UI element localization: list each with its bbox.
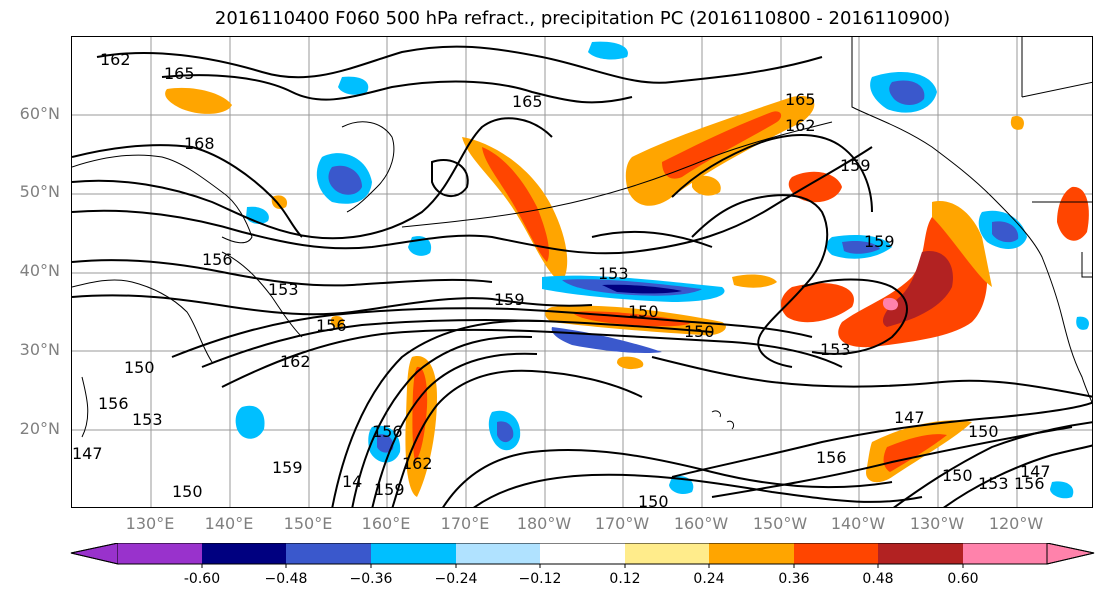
colorbar bbox=[70, 543, 1095, 568]
contour-label-156d: 156 bbox=[816, 448, 847, 467]
contour-label-147b: 147 bbox=[894, 408, 925, 427]
contour-label-150e: 150 bbox=[942, 466, 973, 485]
contour-label-150f: 150 bbox=[638, 492, 669, 508]
contour-label-159d: 159 bbox=[272, 458, 303, 477]
colorbar-seg-5 bbox=[456, 543, 540, 564]
contour-label-14: 14 bbox=[342, 472, 362, 491]
contour-label-159c: 159 bbox=[494, 290, 525, 309]
contour-label-159b: 159 bbox=[864, 232, 895, 251]
coastlines bbox=[72, 37, 1092, 438]
contour-label-156f: 156 bbox=[372, 422, 403, 441]
contour-label-150a: 150 bbox=[628, 302, 659, 321]
lon-label-160e: 160°E bbox=[361, 514, 411, 533]
contour-label-159e: 159 bbox=[374, 480, 405, 499]
lon-label-130e: 130°E bbox=[125, 514, 175, 533]
colorbar-seg-11 bbox=[963, 543, 1047, 564]
lon-label-170e: 170°E bbox=[440, 514, 490, 533]
contour-label-153e: 153 bbox=[978, 474, 1009, 493]
contour-label-153b: 153 bbox=[598, 264, 629, 283]
lon-label-150e: 150°E bbox=[283, 514, 333, 533]
contour-label-150d: 150 bbox=[968, 422, 999, 441]
contour-label-153a: 153 bbox=[268, 280, 299, 299]
contour-label-156a: 156 bbox=[202, 250, 233, 269]
contour-label-156c: 156 bbox=[98, 394, 129, 413]
contour-label-165c: 165 bbox=[785, 90, 816, 109]
lon-label-150w: 150°W bbox=[752, 514, 808, 533]
colorbar-seg-10 bbox=[878, 543, 963, 564]
map-canvas: 162 165 168 165 165 162 159 159 156 153 … bbox=[72, 37, 1092, 508]
lat-label-20n: 20°N bbox=[19, 419, 60, 438]
contour-label-147c: 147 bbox=[1020, 462, 1051, 481]
colorbar-tick-7: 0.24 bbox=[693, 571, 725, 587]
lon-label-120w: 120°W bbox=[988, 514, 1044, 533]
colorbar-seg-8 bbox=[709, 543, 794, 564]
graticule bbox=[72, 37, 1092, 507]
contour-label-165b: 165 bbox=[512, 92, 543, 111]
lon-label-130w: 130°W bbox=[909, 514, 965, 533]
colorbar-seg-3 bbox=[286, 543, 371, 564]
lat-label-30n: 30°N bbox=[19, 340, 60, 359]
lon-label-140e: 140°E bbox=[204, 514, 254, 533]
contour-label-156e: 156 bbox=[1014, 474, 1045, 493]
colorbar-tick-3: −0.36 bbox=[349, 571, 393, 587]
contour-label-150g: 150 bbox=[172, 482, 203, 501]
colorbar-seg-6 bbox=[540, 543, 625, 564]
contour-label-165a: 165 bbox=[164, 64, 195, 83]
lat-label-50n: 50°N bbox=[19, 182, 60, 201]
map-title: 2016110400 F060 500 hPa refract., precip… bbox=[214, 8, 951, 29]
colorbar-seg-1 bbox=[118, 543, 202, 564]
lat-label-40n: 40°N bbox=[19, 261, 60, 280]
contour-label-150c: 150 bbox=[124, 358, 155, 377]
contour-label-153c: 153 bbox=[820, 340, 851, 359]
colorbar-right-arrow bbox=[1046, 543, 1095, 565]
colorbar-tick-6: 0.12 bbox=[609, 571, 641, 587]
map-panel: 162 165 168 165 165 162 159 159 156 153 … bbox=[71, 36, 1093, 508]
contour-label-162b: 162 bbox=[785, 116, 816, 135]
colorbar-tick-1: -0.60 bbox=[183, 571, 221, 587]
colorbar-tick-8: 0.36 bbox=[778, 571, 810, 587]
contour-label-168: 168 bbox=[184, 134, 215, 153]
colorbar-left-arrow bbox=[70, 543, 119, 565]
lon-label-180w: 180°W bbox=[516, 514, 572, 533]
contour-label-162c: 162 bbox=[280, 352, 311, 371]
colorbar-seg-2 bbox=[202, 543, 286, 564]
contour-label-162a: 162 bbox=[100, 50, 131, 69]
lon-label-140w: 140°W bbox=[830, 514, 886, 533]
colorbar-tick-2: −0.48 bbox=[264, 571, 308, 587]
refractivity-contours bbox=[72, 45, 1092, 507]
colorbar-tick-5: −0.12 bbox=[518, 571, 562, 587]
contour-label-153d: 153 bbox=[132, 410, 163, 429]
lon-label-160w: 160°W bbox=[673, 514, 729, 533]
colorbar-tick-9: 0.48 bbox=[862, 571, 894, 587]
contour-label-156b: 156 bbox=[316, 316, 347, 335]
colorbar-tick-10: 0.60 bbox=[947, 571, 979, 587]
colorbar-seg-7 bbox=[625, 543, 709, 564]
contour-label-150b: 150 bbox=[684, 322, 715, 341]
colorbar-seg-4 bbox=[371, 543, 456, 564]
contour-label-159a: 159 bbox=[840, 156, 871, 175]
contour-label-147a: 147 bbox=[72, 444, 103, 463]
lon-label-170w: 170°W bbox=[594, 514, 650, 533]
colorbar-tick-4: −0.24 bbox=[434, 571, 478, 587]
contour-labels: 162 165 168 165 165 162 159 159 156 153 … bbox=[72, 50, 1051, 508]
contour-label-162d: 162 bbox=[402, 454, 433, 473]
lat-label-60n: 60°N bbox=[19, 104, 60, 123]
colorbar-seg-9 bbox=[794, 543, 878, 564]
